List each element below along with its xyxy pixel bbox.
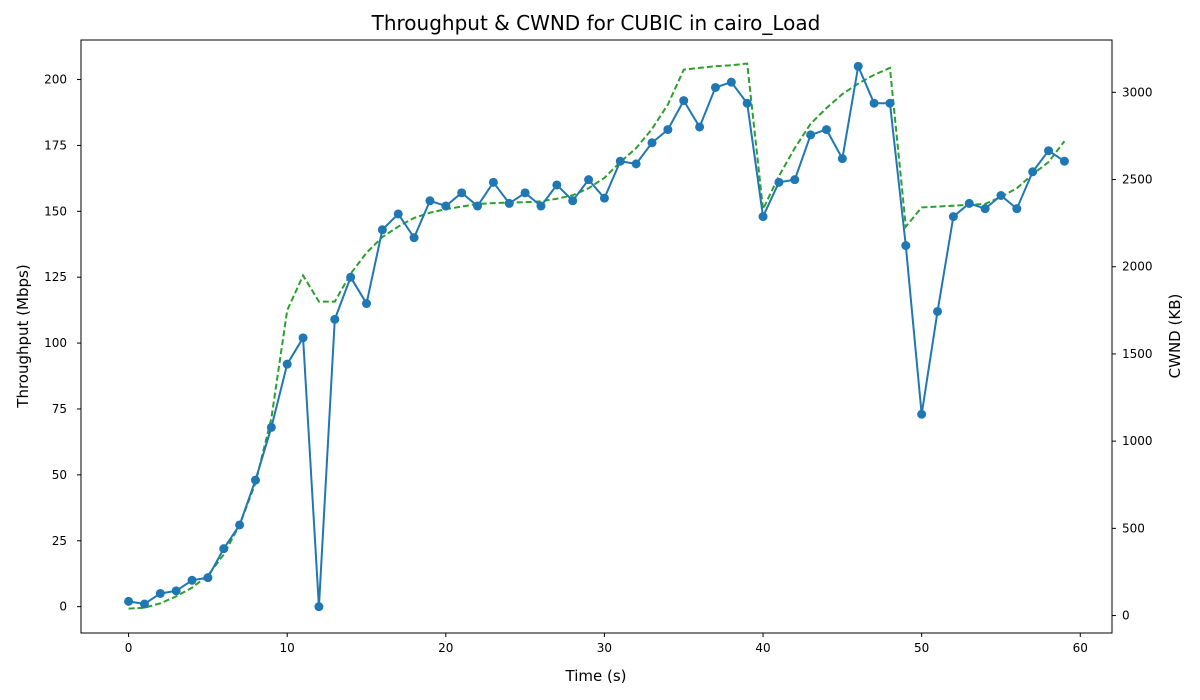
throughput-point <box>155 588 165 598</box>
y-right-tick-label: 500 <box>1122 521 1145 535</box>
y-left-tick-label: 175 <box>44 138 67 152</box>
x-tick-label: 20 <box>438 641 453 655</box>
throughput-point <box>346 272 356 282</box>
throughput-point <box>171 586 181 596</box>
throughput-point <box>742 98 752 108</box>
plot-area-frame <box>80 39 1113 634</box>
throughput-point <box>203 573 213 583</box>
throughput-point <box>679 96 689 106</box>
throughput-point <box>933 306 943 316</box>
throughput-point <box>917 409 927 419</box>
throughput-point <box>314 602 324 612</box>
throughput-point <box>885 98 895 108</box>
throughput-point <box>298 333 308 343</box>
throughput-point <box>393 209 403 219</box>
y-left-tick-label: 25 <box>52 534 67 548</box>
throughput-point <box>124 596 134 606</box>
throughput-point <box>409 233 419 243</box>
throughput-point <box>425 196 435 206</box>
throughput-point <box>806 130 816 140</box>
cwnd-series-line <box>128 62 1066 610</box>
throughput-point <box>250 475 260 485</box>
throughput-point <box>599 193 609 203</box>
y-left-tick-label: 200 <box>44 73 67 87</box>
throughput-point <box>996 190 1006 200</box>
throughput-point <box>853 61 863 71</box>
throughput-point <box>869 98 879 108</box>
x-tick-label: 10 <box>280 641 295 655</box>
y-right-axis-ticks: 0 500 1000 1500 2000 2500 3000 <box>1112 85 1153 623</box>
x-axis-ticks: 0 10 20 30 40 50 60 <box>125 633 1088 655</box>
y-right-tick-label: 2000 <box>1122 260 1153 274</box>
y-right-tick-label: 1000 <box>1122 434 1153 448</box>
throughput-point <box>1012 204 1022 214</box>
throughput-point <box>457 188 467 198</box>
throughput-point <box>536 201 546 211</box>
y-left-tick-label: 125 <box>44 270 67 284</box>
throughput-point <box>504 198 514 208</box>
throughput-point <box>790 175 800 185</box>
throughput-point <box>568 196 578 206</box>
throughput-point <box>948 212 958 222</box>
x-axis-label: Time (s) <box>565 667 627 685</box>
throughput-point <box>330 314 340 324</box>
y-right-tick-label: 1500 <box>1122 347 1153 361</box>
throughput-point <box>377 225 387 235</box>
throughput-series-line <box>128 62 1065 607</box>
chart-title: Throughput & CWND for CUBIC in cairo_Loa… <box>371 11 821 35</box>
y-right-tick-label: 0 <box>1122 609 1130 623</box>
x-tick-label: 50 <box>914 641 929 655</box>
x-tick-label: 0 <box>125 641 133 655</box>
throughput-point <box>837 154 847 164</box>
x-tick-label: 40 <box>755 641 770 655</box>
throughput-point <box>695 122 705 132</box>
throughput-point <box>520 188 530 198</box>
throughput-point <box>362 299 372 309</box>
throughput-point <box>282 359 292 369</box>
y-left-tick-label: 0 <box>59 600 67 614</box>
throughput-point <box>821 125 831 135</box>
series-layer <box>124 61 1069 612</box>
y-left-tick-label: 100 <box>44 336 67 350</box>
throughput-point <box>219 544 229 554</box>
y-left-axis-label: Throughput (Mbps) <box>14 264 32 408</box>
throughput-point <box>552 180 562 190</box>
throughput-point <box>441 201 451 211</box>
throughput-point <box>901 241 911 251</box>
throughput-point <box>726 77 736 87</box>
throughput-point <box>139 599 149 609</box>
throughput-point <box>710 82 720 92</box>
throughput-point <box>1059 156 1069 166</box>
y-left-tick-label: 50 <box>52 468 67 482</box>
x-tick-label: 30 <box>597 641 612 655</box>
throughput-point <box>584 175 594 185</box>
throughput-point <box>1044 146 1054 156</box>
throughput-point <box>187 575 197 585</box>
throughput-point <box>631 159 641 169</box>
y-left-tick-label: 75 <box>52 402 67 416</box>
throughput-point <box>235 520 245 530</box>
throughput-point <box>266 422 276 432</box>
y-left-tick-label: 150 <box>44 204 67 218</box>
throughput-point <box>1028 167 1038 177</box>
y-right-tick-label: 2500 <box>1122 173 1153 187</box>
y-right-tick-label: 3000 <box>1122 85 1153 99</box>
throughput-point <box>663 125 673 135</box>
throughput-point <box>758 212 768 222</box>
y-left-axis-ticks: 0 25 50 75 100 125 150 175 200 <box>44 73 81 614</box>
throughput-point <box>964 198 974 208</box>
throughput-point <box>774 177 784 187</box>
throughput-point <box>488 177 498 187</box>
throughput-point <box>980 204 990 214</box>
throughput-point <box>615 156 625 166</box>
x-tick-label: 60 <box>1073 641 1088 655</box>
throughput-point <box>473 201 483 211</box>
throughput-point <box>647 138 657 148</box>
y-right-axis-label: CWND (KB) <box>1166 294 1184 379</box>
